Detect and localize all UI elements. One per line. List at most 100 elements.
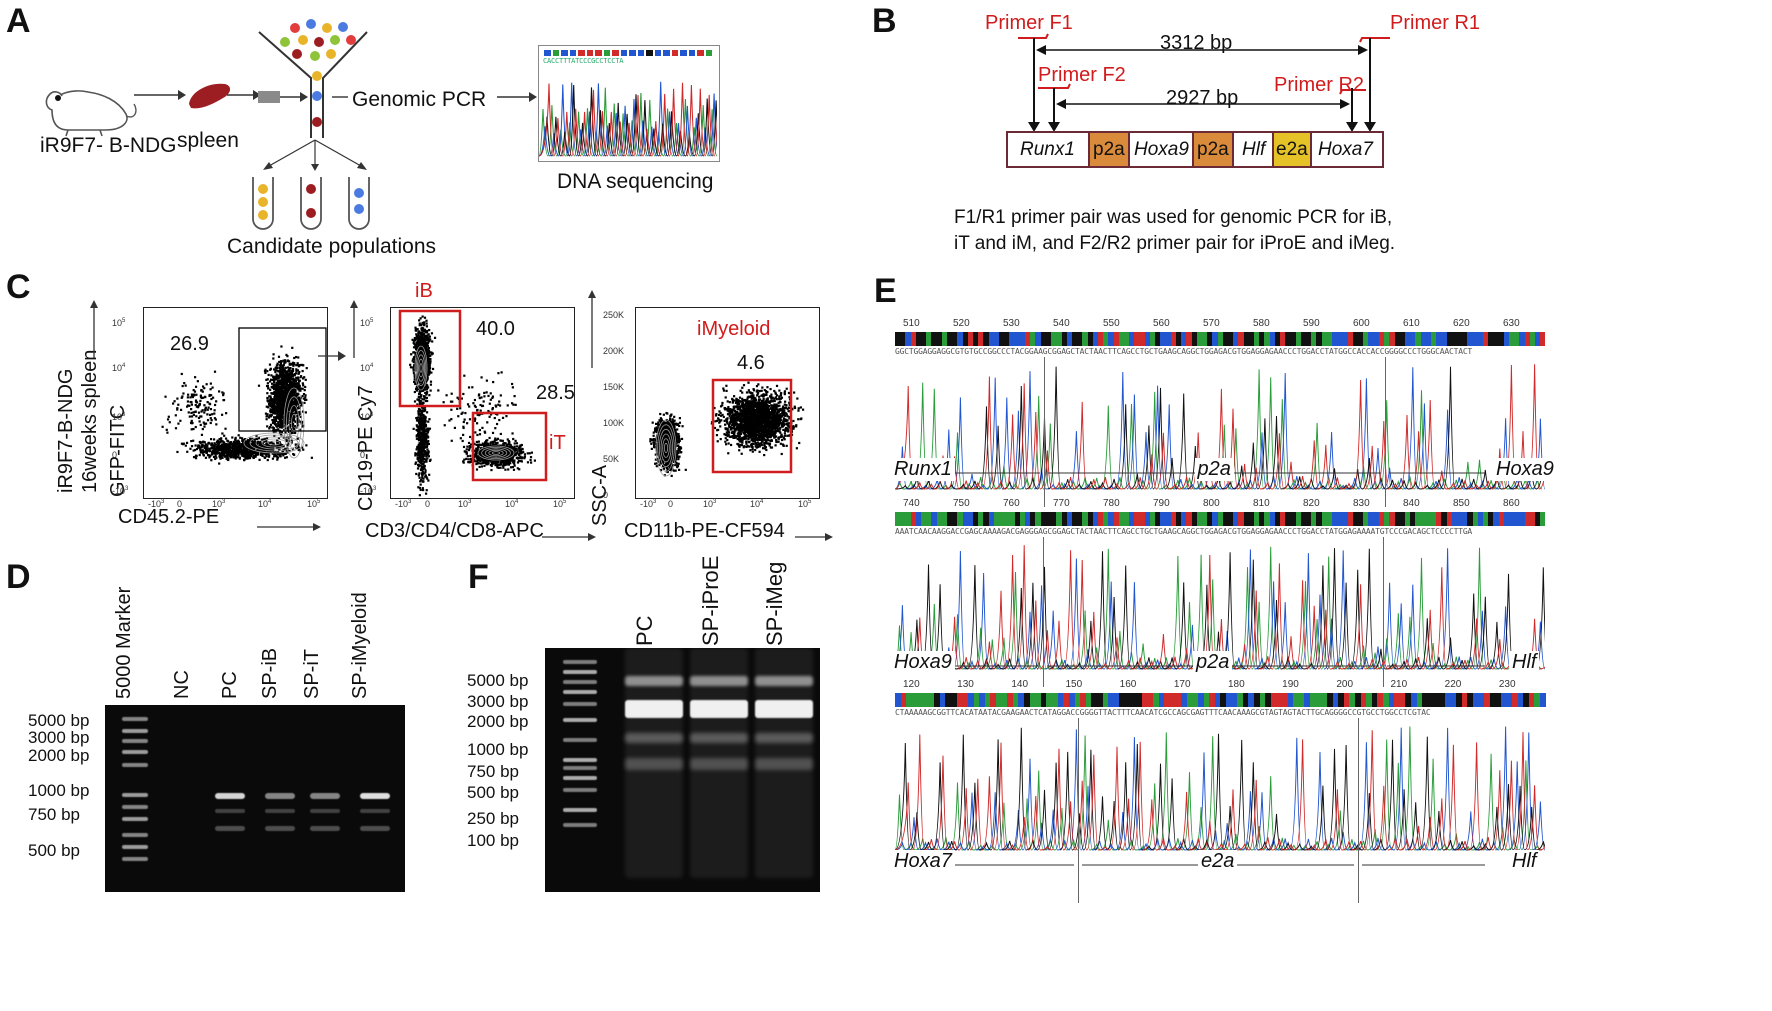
- arrow-icon: [134, 90, 186, 100]
- gel-f-size-label: 250 bp: [467, 809, 519, 828]
- gel-band: [122, 739, 148, 743]
- base-call-text: CTAAAAAGCGGTTCACATAATACGAAGAACTCATAGGACC…: [895, 708, 1431, 717]
- region-label: Hoxa7: [891, 850, 955, 873]
- junction-line: [1385, 357, 1386, 507]
- axis-arrow-icon: [90, 300, 98, 358]
- gel-d-lane-label: SP-iB: [259, 647, 281, 699]
- log-tick: 104: [112, 363, 126, 373]
- gel-band: [563, 808, 597, 812]
- gel-band: [563, 660, 597, 664]
- seq-position-tick: 230: [1498, 679, 1516, 690]
- gel-d-size-label: 5000 bp: [28, 711, 90, 730]
- gel-f-size-label: 3000 bp: [467, 692, 529, 711]
- gate-arrow-icon: [318, 351, 346, 361]
- gel-band: [310, 809, 340, 813]
- segment-hlf: Hlf: [1232, 131, 1276, 168]
- gel-f-size-label: 750 bp: [467, 762, 519, 781]
- seq-position-tick: 120: [903, 679, 920, 690]
- seq-position-tick: 600: [1353, 318, 1370, 329]
- flow-plot-1-scatter: [161, 327, 327, 465]
- gel-band: [690, 733, 748, 743]
- flow-plot-2: [390, 307, 575, 499]
- gel-band: [563, 690, 597, 694]
- gel-d-lane-label: 5000 Marker: [113, 586, 135, 699]
- axis-arrow-icon: [350, 300, 358, 358]
- gel-band: [563, 758, 597, 762]
- gel-f-lane-label: PC: [632, 615, 657, 646]
- log-tick: 104: [360, 363, 374, 373]
- axis-arrow-icon: [257, 523, 321, 531]
- seq-position-tick: 810: [1253, 498, 1270, 509]
- log-tick: 104: [505, 499, 519, 509]
- length-f1-r1: 3312 bp: [1160, 32, 1233, 54]
- region-label: Hlf: [1509, 651, 1540, 674]
- gel-band: [755, 758, 813, 770]
- seq-position-tick: 800: [1203, 498, 1220, 509]
- line-icon: [332, 96, 348, 98]
- gel-f-size-label: 100 bp: [467, 831, 519, 850]
- gel-d-size-label: 500 bp: [28, 841, 80, 860]
- log-tick: 103: [458, 499, 472, 509]
- seq-position-tick: 180: [1228, 679, 1245, 690]
- plot3-ytick: 250K: [603, 310, 625, 320]
- mouse-label: iR9F7- B-NDG: [40, 134, 177, 157]
- seq-position-tick: 760: [1003, 498, 1020, 509]
- flow-plot-3-scatter: [649, 378, 805, 477]
- seq-position-tick: 860: [1503, 498, 1520, 509]
- junction-line: [1078, 718, 1079, 903]
- gel-band: [122, 805, 148, 809]
- primer-f2-label: Primer F2: [1038, 64, 1126, 86]
- region-label: p2a: [1193, 651, 1233, 674]
- gel-f-lane-label: SP-iProE: [698, 555, 723, 646]
- base-call-text: GGCTGGAGGAGGCGTGTGCCGGCCCTACGGAAGCGGAGCT…: [895, 347, 1473, 356]
- gel-band: [690, 648, 748, 878]
- gel-band: [310, 826, 340, 831]
- gel-band: [625, 758, 683, 770]
- seq-position-tick: 200: [1336, 679, 1354, 690]
- chromatogram-trace: [539, 81, 717, 157]
- gel-band: [563, 702, 597, 706]
- gel-band: [215, 793, 245, 799]
- log-tick: 0: [425, 499, 431, 509]
- segment-e2a: e2a: [1272, 131, 1314, 168]
- log-tick: 0: [112, 450, 118, 460]
- gel-band: [563, 680, 597, 684]
- log-tick: 105: [798, 499, 812, 509]
- gel-d-size-label: 750 bp: [28, 805, 80, 824]
- gel-band: [122, 750, 148, 754]
- seq-position-tick: 190: [1282, 679, 1299, 690]
- gel-band: [690, 676, 748, 686]
- seq-position-tick: 160: [1119, 679, 1137, 690]
- base-call-bar: [895, 512, 1546, 526]
- region-label: e2a: [1198, 850, 1238, 873]
- side-label-age: 16weeks spleen: [79, 349, 101, 493]
- gel-band: [755, 648, 813, 878]
- seq-position-tick: 620: [1453, 318, 1470, 329]
- gel-band: [122, 729, 148, 733]
- gel-band: [310, 793, 340, 799]
- gel-d-lane-label: NC: [171, 670, 193, 699]
- region-label: Hoxa9: [1493, 458, 1557, 481]
- seq-position-tick: 610: [1403, 318, 1420, 329]
- gel-d-lane-label: PC: [219, 671, 241, 699]
- log-tick: 104: [750, 499, 764, 509]
- chromatogram-seq: CACCTTTATCCCGCCTCCTA: [543, 57, 624, 65]
- seq-position-tick: 540: [1053, 318, 1070, 329]
- primer-f1-label: Primer F1: [985, 12, 1073, 34]
- gel-band: [122, 817, 148, 821]
- gel-band: [265, 809, 295, 813]
- flow-plot-1: [143, 307, 328, 499]
- panel-label-e: E: [874, 272, 897, 310]
- log-tick: 105: [112, 318, 126, 328]
- plot1-xlabel: CD45.2-PE: [118, 506, 220, 528]
- log-tick: -103: [640, 499, 657, 509]
- gate-imyeloid-value: 4.6: [737, 352, 765, 374]
- base-call-text: AAATCAACAAGGACCGAGCAAAAGACGAGGGAGCGGAGCT…: [895, 527, 1473, 536]
- gel-band: [122, 857, 148, 861]
- gel-band: [563, 738, 597, 742]
- gel-band: [625, 676, 683, 686]
- caption-line-2: iT and iM, and F2/R2 primer pair for iPr…: [954, 233, 1396, 254]
- panel-label-a: A: [6, 2, 31, 40]
- side-label-strain: iR9F7-B-NDG: [55, 368, 77, 493]
- segment-runx1: Runx1: [1006, 131, 1092, 168]
